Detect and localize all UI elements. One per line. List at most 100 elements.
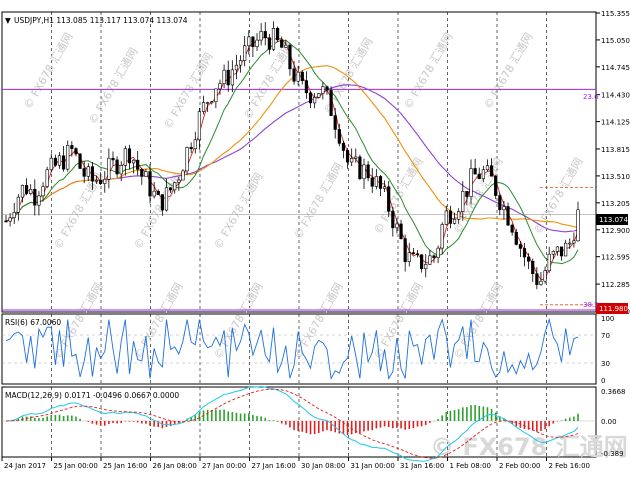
candle-body	[107, 157, 111, 180]
candle-body	[539, 280, 543, 285]
chart-toggle-icon[interactable]: ▼	[5, 16, 11, 25]
price-tick-label: 112.595	[601, 254, 630, 262]
candle-body	[489, 165, 494, 177]
candle-body	[333, 115, 337, 130]
candle-body	[115, 159, 119, 175]
candle-body	[407, 252, 411, 262]
rsi-line	[5, 317, 579, 380]
candle-body	[485, 165, 490, 171]
candle-body	[45, 169, 49, 187]
candle-body	[140, 169, 144, 177]
candle-body	[53, 157, 57, 166]
candle-body	[518, 244, 522, 249]
candle-body	[78, 153, 82, 169]
macd-layer	[2, 385, 596, 462]
candle-body	[177, 179, 181, 183]
candle-body	[218, 83, 222, 90]
macd-axis: 0.3668 0.00 -0.389	[601, 388, 626, 458]
candle-body	[502, 206, 506, 211]
candle-body	[214, 88, 218, 103]
candle-body	[247, 36, 251, 47]
candle-body	[160, 194, 164, 211]
candle-body	[197, 111, 202, 141]
candle-body	[477, 173, 481, 179]
candle-body	[498, 195, 502, 211]
candle-body	[317, 93, 321, 98]
candle-body	[395, 223, 399, 229]
candle-body	[547, 253, 551, 272]
candle-body	[382, 186, 387, 189]
candle-body	[444, 210, 448, 225]
candle-body	[473, 168, 477, 175]
candle-body	[321, 86, 325, 94]
candle-body	[8, 217, 12, 222]
candle-body	[461, 191, 465, 212]
watermark-logo: © FX678 汇通网	[430, 433, 628, 461]
candle-body	[62, 155, 66, 170]
candle-body	[337, 129, 341, 144]
candle-body	[74, 148, 78, 155]
time-label: 31 Jan 16:00	[400, 462, 444, 470]
candle-body	[271, 28, 276, 50]
price-tick-label: 114.745	[601, 64, 630, 72]
candle-body	[156, 190, 160, 195]
candle-body	[259, 31, 263, 41]
macd-header: MACD(12,26,9) 0.0171 -0.0496 0.0667 0.00…	[5, 391, 179, 400]
candle-body	[57, 155, 62, 166]
candle-body	[284, 44, 288, 48]
candle-body	[572, 240, 576, 244]
candle-body	[325, 86, 329, 91]
candle-body	[144, 171, 148, 177]
time-label: 26 Jan 08:00	[153, 462, 197, 470]
candle-body	[494, 175, 498, 196]
time-label: 1 Feb 08:00	[450, 462, 491, 470]
candle-body	[510, 224, 514, 233]
candle-body	[123, 148, 127, 166]
candle-body	[506, 206, 510, 226]
candle-body	[16, 196, 20, 213]
candle-body	[448, 210, 453, 224]
candle-body	[70, 145, 74, 149]
time-label: 24 Jan 2017	[4, 462, 46, 470]
price-tick-label: 114.125	[601, 119, 630, 127]
rsi-axis: 100 70 30 0	[601, 315, 614, 385]
fib-levels	[2, 88, 596, 311]
candle-body	[288, 44, 292, 70]
fib-upper-label: 23.6	[583, 93, 599, 101]
candle-body	[37, 195, 41, 206]
candle-body	[66, 145, 70, 170]
candle-body	[4, 220, 8, 223]
candle-body	[29, 189, 33, 194]
candle-body	[514, 231, 518, 245]
candle-body	[370, 177, 374, 187]
fib-lower-label: 38.2	[583, 301, 599, 309]
candle-body	[350, 158, 354, 163]
time-label: 25 Jan 00:00	[54, 462, 98, 470]
price-tick-label: 112.285	[601, 281, 630, 289]
candles-layer	[4, 21, 580, 290]
rsi-tick-label: 100	[601, 315, 614, 323]
candle-body	[568, 242, 572, 245]
candle-body	[424, 264, 428, 270]
macd-tick-label: 0.00	[601, 418, 617, 426]
rsi-tick-label: 0	[601, 377, 605, 385]
rsi-tick-label: 30	[601, 360, 610, 368]
low-price-label: 111.980	[599, 305, 628, 313]
candle-body	[201, 102, 206, 112]
ma-green-line	[5, 39, 579, 265]
candle-body	[24, 185, 29, 194]
macd-line	[5, 385, 579, 462]
candle-body	[354, 156, 358, 159]
price-tick-label: 114.430	[601, 92, 630, 100]
candle-body	[358, 156, 362, 180]
candle-body	[12, 212, 16, 219]
candle-body	[391, 210, 395, 229]
candle-body	[222, 69, 226, 84]
candle-body	[531, 260, 535, 275]
candle-body	[181, 170, 185, 181]
candle-body	[374, 176, 378, 187]
time-axis: 24 Jan 2017 25 Jan 00:00 25 Jan 16:00 26 Ja…	[1, 457, 590, 470]
candle-body	[193, 139, 197, 150]
macd-tick-label: 0.3668	[601, 388, 626, 396]
